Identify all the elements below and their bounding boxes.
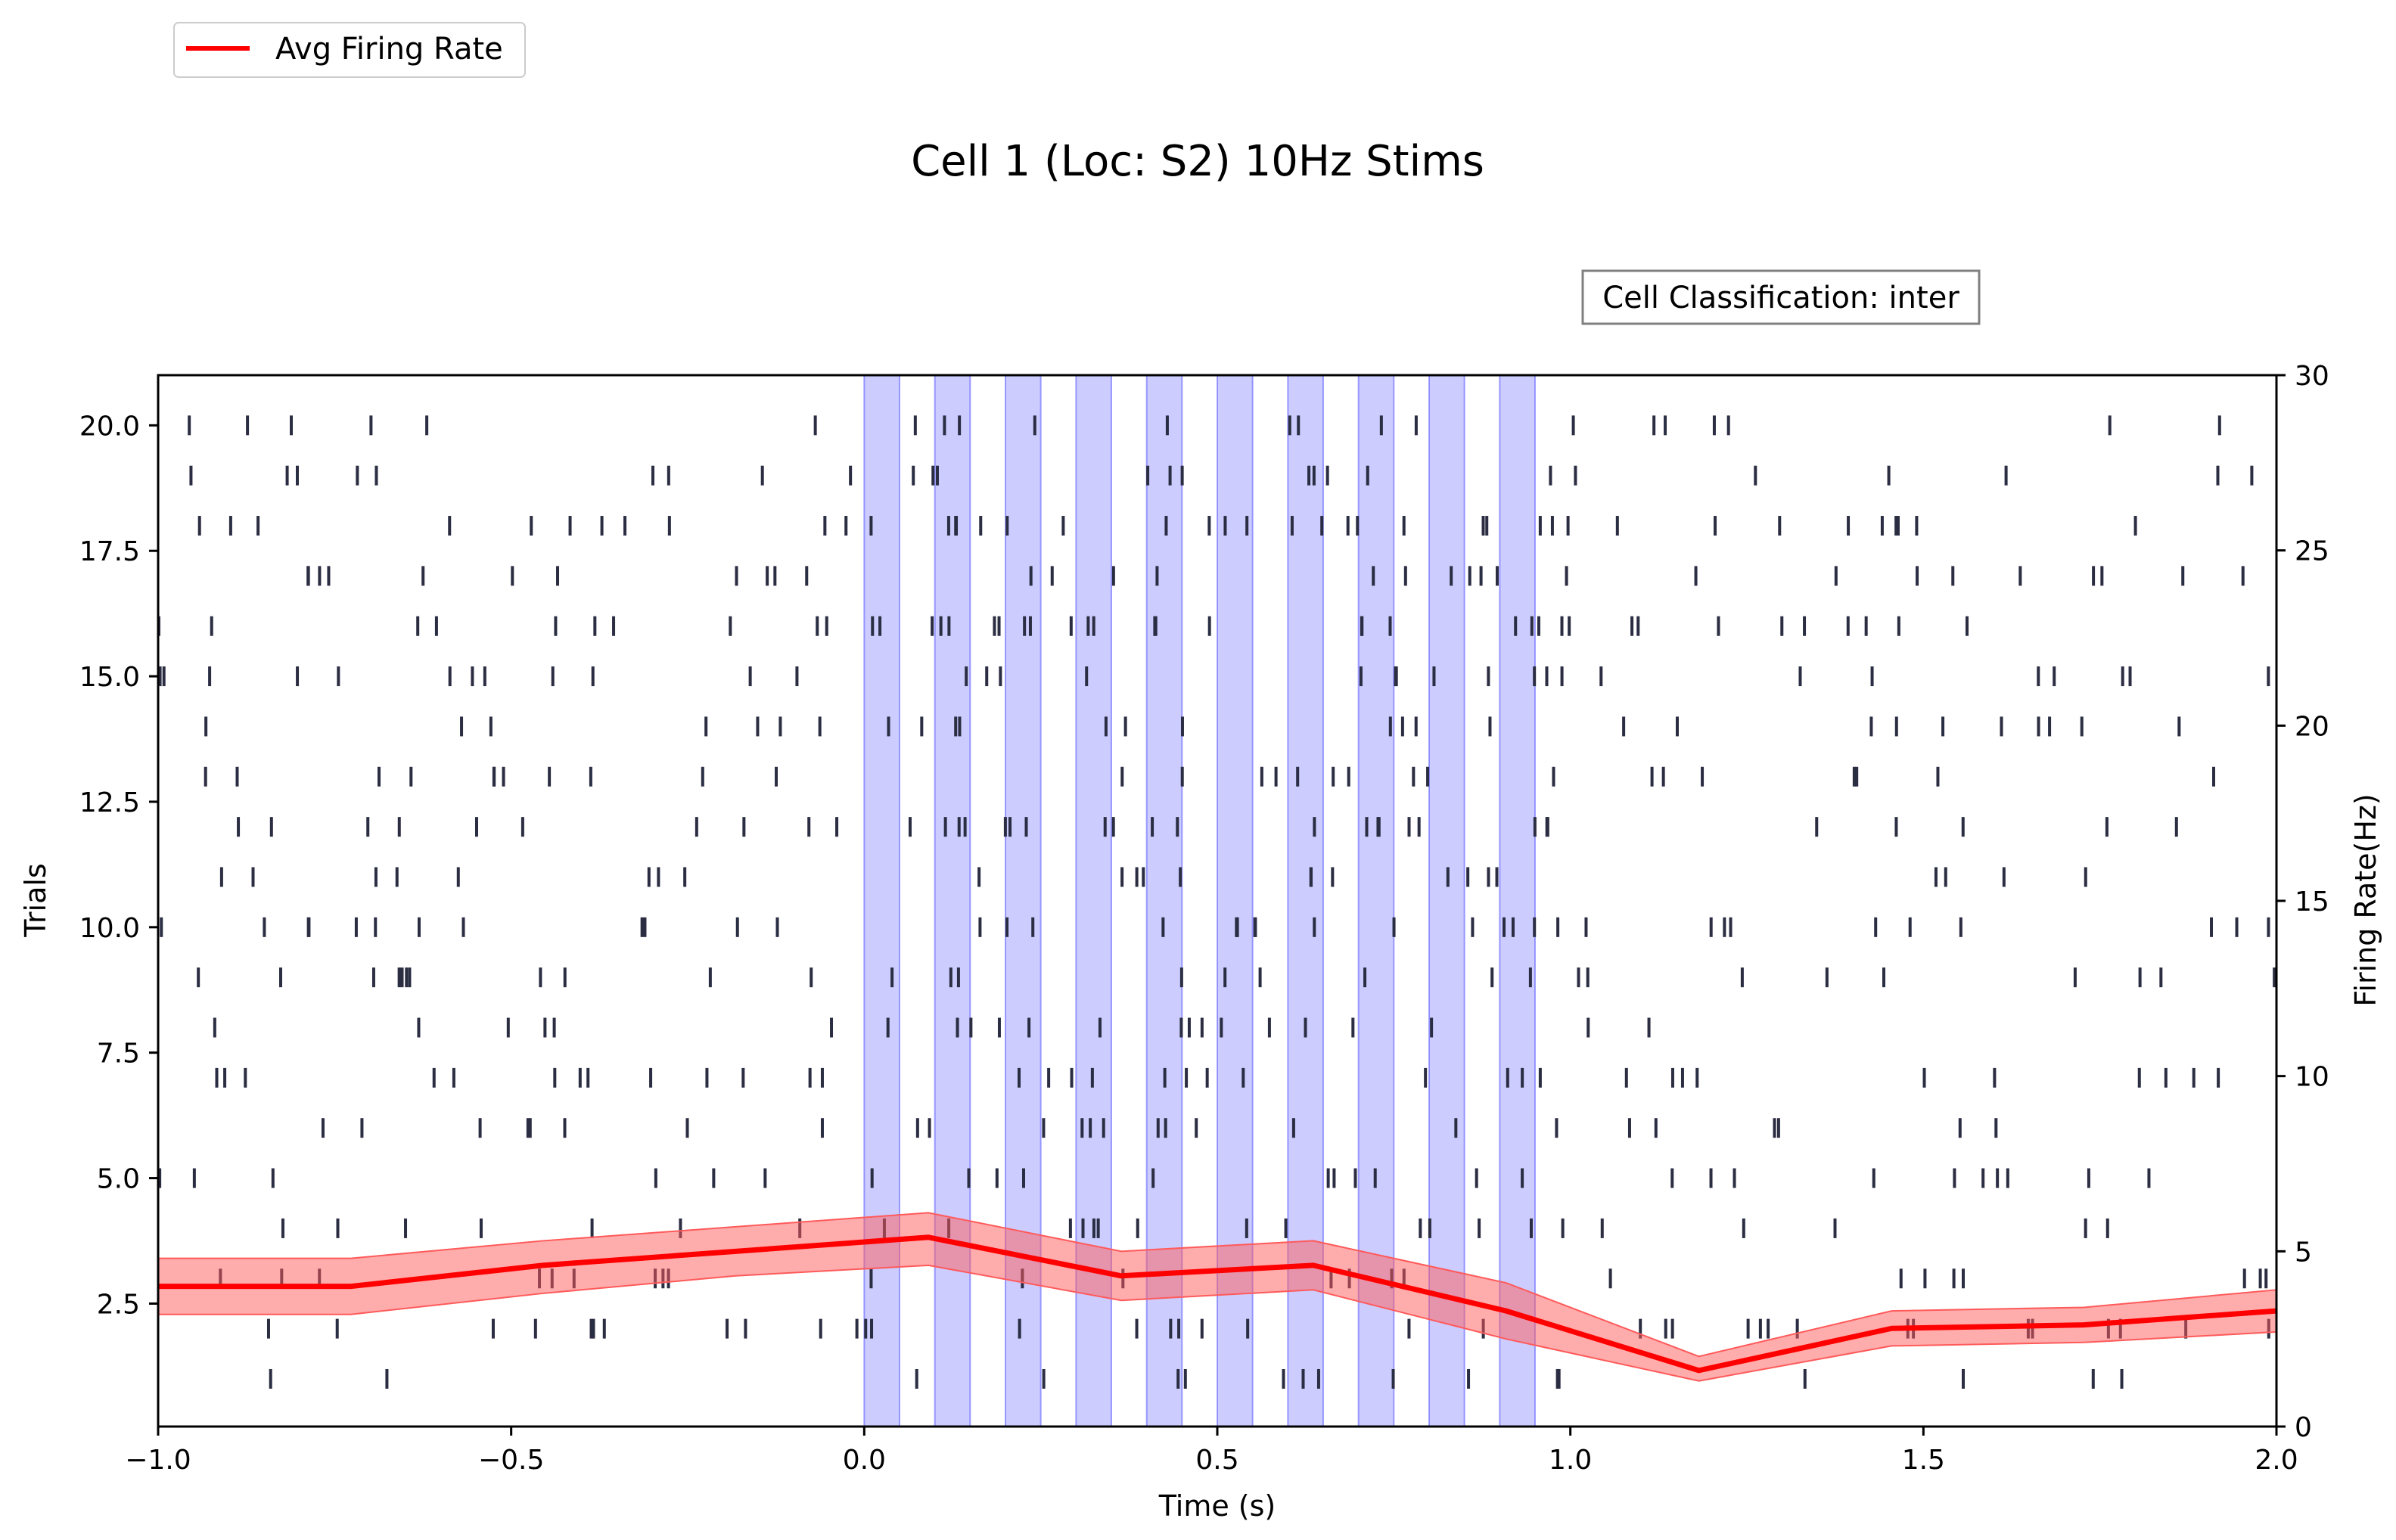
right-tick-label: 10 [2295, 1062, 2329, 1093]
x-tick-label: −1.0 [125, 1445, 191, 1476]
left-tick-label: 2.5 [97, 1289, 140, 1320]
left-tick-label: 20.0 [79, 411, 140, 442]
x-tick-label: 1.5 [1902, 1445, 1945, 1476]
legend-label: Avg Firing Rate [275, 32, 503, 67]
left-tick-label: 10.0 [79, 913, 140, 944]
x-tick-label: −0.5 [478, 1445, 544, 1476]
stim-window [1499, 374, 1537, 1427]
left-tick-label: 7.5 [97, 1039, 140, 1070]
left-tick-label: 17.5 [79, 536, 140, 567]
legend: Avg Firing Rate [173, 22, 526, 78]
chart-title: Cell 1 (Loc: S2) 10Hz Stims [911, 137, 1484, 186]
right-tick-label: 15 [2295, 886, 2329, 917]
left-y-axis-label: Trials [19, 863, 52, 937]
x-tick-label: 2.0 [2255, 1445, 2298, 1476]
right-y-axis-label: Firing Rate(Hz) [2349, 793, 2382, 1006]
right-tick-label: 0 [2295, 1412, 2312, 1443]
x-tick-label: 1.0 [1549, 1445, 1592, 1476]
right-y-axis: 0 5 10 15 20 25 30 [2276, 361, 2329, 1443]
right-tick-label: 25 [2295, 536, 2329, 567]
right-tick-label: 20 [2295, 711, 2329, 742]
right-tick-label: 5 [2295, 1237, 2312, 1268]
x-axis: −1.0 −0.5 0.0 0.5 1.0 1.5 2.0 [125, 1427, 2298, 1476]
classification-label: Cell Classification: inter [1602, 281, 1959, 315]
x-tick-label: 0.0 [843, 1445, 886, 1476]
left-tick-label: 12.5 [79, 787, 140, 818]
x-tick-label: 0.5 [1195, 1445, 1238, 1476]
left-y-axis: 2.5 5.0 7.5 10.0 12.5 15.0 17.5 20.0 [79, 411, 158, 1320]
classification-box: Cell Classification: inter [1581, 269, 1981, 325]
left-tick-label: 15.0 [79, 662, 140, 693]
right-tick-label: 30 [2295, 361, 2329, 392]
firing-rate-line [158, 1234, 2277, 1374]
x-axis-label: Time (s) [1158, 1489, 1276, 1523]
left-tick-label: 5.0 [97, 1164, 140, 1195]
series-line [158, 1234, 2277, 1374]
